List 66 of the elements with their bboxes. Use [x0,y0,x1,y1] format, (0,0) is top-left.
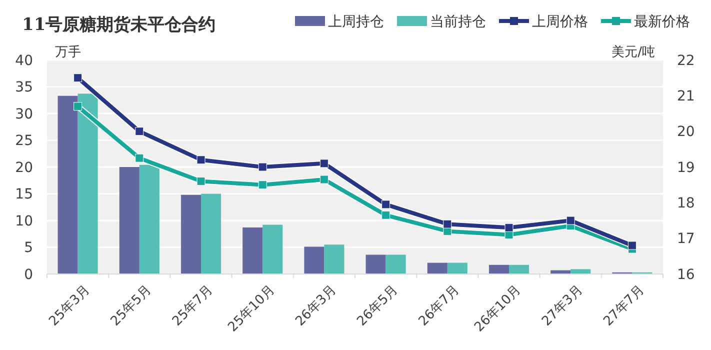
point [566,216,575,225]
x-tick-label: 26年7月 [416,282,463,330]
y2-tick-label: 17 [677,231,695,248]
y2-tick-label: 20 [677,124,695,140]
point [135,154,144,162]
y-tick-label: 25 [15,133,33,150]
x-tick-label: 25年10月 [225,282,278,336]
y-tick-label: 10 [15,213,33,230]
legend-label: 上周价格 [532,14,588,30]
x-tick-label: 25年3月 [46,282,94,330]
y2-tick-label: 18 [677,196,695,212]
bar [78,94,98,274]
point [443,220,452,228]
point [196,156,206,164]
bar [366,254,386,274]
x-tick-label: 26年3月 [292,282,340,330]
y2-tick-label: 21 [677,88,695,105]
y-tick-label: 5 [24,240,33,256]
x-tick-label: 26年5月 [354,282,402,330]
legend-label: 最新价格 [634,14,690,30]
x-tick-label: 27年7月 [600,282,648,330]
bar [304,246,324,274]
chart-title: 11号原糖期货未平仓合约 [22,15,216,35]
x-tick-label: 27年3月 [539,282,586,330]
bar [119,167,140,274]
point [320,159,328,168]
bar [262,224,283,274]
y-tick-label: 15 [15,186,33,203]
point [258,162,267,172]
bar [386,254,406,274]
bar [242,227,263,274]
point [628,241,636,250]
point [135,127,144,136]
y-tick-label: 30 [15,106,33,122]
point [258,180,267,190]
point [74,102,82,111]
bar [201,194,222,274]
bar [570,269,591,274]
x-tick-label: 25年5月 [108,282,155,330]
x-tick-label: 26年10月 [472,282,524,336]
bar [324,244,344,274]
bar [180,194,201,274]
bar [488,264,509,274]
y-axis-title: 万手 [55,45,81,60]
y-tick-label: 35 [15,80,33,96]
y-tick-label: 40 [15,52,33,69]
y2-tick-label: 16 [677,266,695,283]
bar [509,264,530,274]
bar [427,262,448,274]
point [74,74,82,82]
bar [139,164,160,274]
y-tick-label: 20 [15,160,33,176]
y2-tick-label: 22 [677,52,695,69]
point [382,210,390,220]
bar [58,96,78,274]
legend-label: 上周持仓 [328,14,384,30]
point [320,175,328,184]
point [504,223,514,232]
point [196,177,206,186]
y-tick-label: 0 [24,266,33,283]
y2-axis-title: 美元/吨 [612,44,655,60]
legend-label: 当前持仓 [430,14,486,30]
y2-tick-label: 19 [677,160,695,176]
point [382,200,390,209]
bar [447,262,468,274]
x-tick-label: 25年7月 [170,282,216,330]
